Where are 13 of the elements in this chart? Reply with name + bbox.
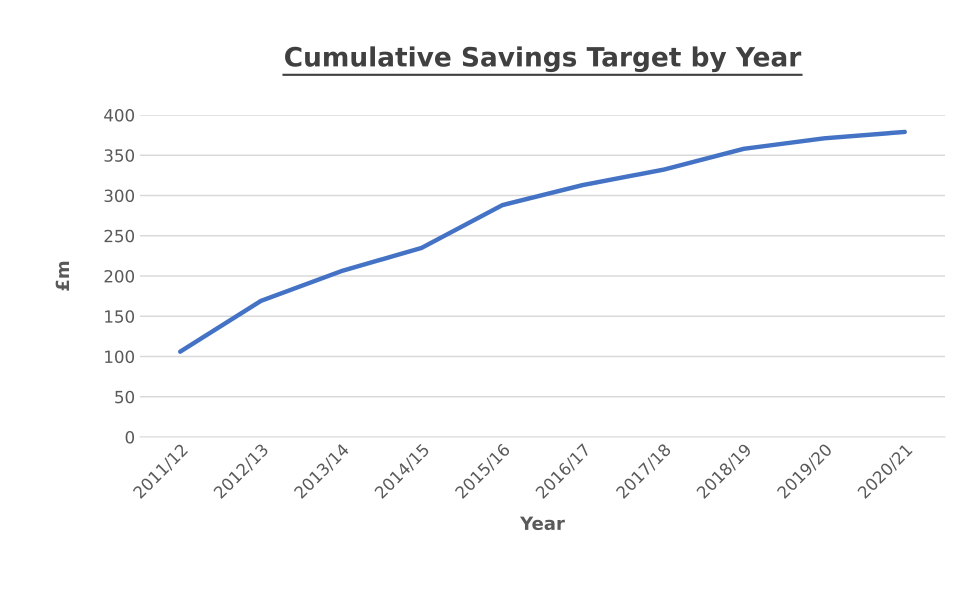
y-tick-label: 50 [115, 390, 134, 404]
y-tick-label: 300 [104, 189, 134, 202]
y-tick-label: 200 [104, 270, 134, 283]
x-axis-title: Year [520, 516, 565, 530]
y-tick-label: 150 [105, 310, 134, 323]
chart-title: Cumulative Savings Target by Year [285, 46, 802, 72]
y-tick-label: 100 [105, 350, 134, 364]
y-tick-label: 400 [104, 108, 134, 122]
y-axis-title: £m [56, 262, 70, 291]
y-tick-label: 0 [126, 430, 134, 444]
y-tick-label: 250 [104, 230, 134, 242]
line-series [178, 130, 907, 354]
y-tick-label: 350 [104, 149, 134, 162]
